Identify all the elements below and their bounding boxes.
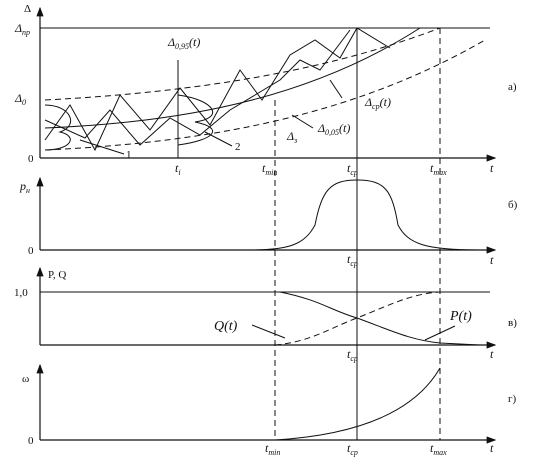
t-label: tср bbox=[347, 441, 358, 457]
subscript: min bbox=[265, 168, 277, 177]
x-axis-label: t bbox=[490, 253, 494, 267]
subscript: min bbox=[268, 448, 280, 457]
threshold-label: Δз bbox=[286, 129, 297, 145]
marker-label: 1 bbox=[126, 149, 132, 161]
origin: 0 bbox=[28, 245, 34, 257]
argument: (t) bbox=[339, 121, 350, 135]
t-label: tmin bbox=[262, 161, 277, 177]
upper-curve-label: Δ0,95(t) bbox=[167, 35, 200, 51]
symbol: Δ bbox=[286, 129, 294, 143]
subscript: пр bbox=[22, 28, 30, 37]
subscript: 0,95 bbox=[175, 42, 189, 51]
panel-label: а) bbox=[508, 81, 517, 93]
subscript: i bbox=[178, 168, 180, 177]
panel-v: P, Q 1,0 Q(t) P(t) tср t в) bbox=[14, 266, 517, 363]
origin: 0 bbox=[28, 153, 34, 165]
symbol: Δ bbox=[14, 91, 22, 105]
panel-g: ω 0 tmin tср tmax t г) bbox=[22, 363, 517, 457]
symbol: t bbox=[347, 441, 351, 455]
t-label: tср bbox=[347, 347, 358, 363]
argument: (t) bbox=[380, 95, 391, 109]
symbol: t bbox=[430, 441, 434, 455]
t-label: tср bbox=[347, 161, 358, 177]
t-label: tmax bbox=[430, 161, 447, 177]
symbol: р bbox=[19, 179, 26, 193]
subscript: ср bbox=[350, 168, 358, 177]
t-label: tmin bbox=[265, 441, 280, 457]
y-axis-label: рн bbox=[19, 179, 30, 195]
subscript: ср bbox=[350, 259, 358, 268]
symbol: Δ bbox=[167, 35, 175, 49]
symbol: t bbox=[262, 161, 266, 175]
subscript: ср bbox=[350, 354, 358, 363]
lower-curve-label: Δ0,05(t) bbox=[317, 121, 350, 137]
panel-label: в) bbox=[508, 317, 517, 329]
panel-label: г) bbox=[508, 393, 517, 405]
t-label: tср bbox=[347, 252, 358, 268]
symbol: Δ bbox=[317, 121, 325, 135]
symbol: Δ bbox=[364, 95, 372, 109]
y-axis-label: ω bbox=[22, 373, 29, 385]
subscript: max bbox=[433, 448, 447, 457]
mean-curve-label: Δср(t) bbox=[364, 95, 391, 111]
symbol: t bbox=[430, 161, 434, 175]
x-axis-label: t bbox=[490, 441, 494, 455]
tick-label: 1,0 bbox=[14, 287, 28, 299]
x-axis-label: t bbox=[490, 161, 494, 175]
subscript: н bbox=[26, 186, 30, 195]
p-label: P(t) bbox=[449, 309, 472, 324]
symbol: t bbox=[347, 161, 351, 175]
panel-b: рн 0 tср t б) bbox=[19, 176, 518, 268]
x-axis-label: t bbox=[490, 347, 494, 361]
symbol: t bbox=[265, 441, 269, 455]
y-axis-label: P, Q bbox=[48, 269, 66, 281]
subscript: з bbox=[293, 136, 297, 145]
symbol: t bbox=[175, 161, 179, 175]
symbol: Δ bbox=[14, 21, 22, 35]
panel-label: б) bbox=[508, 199, 518, 211]
origin: 0 bbox=[28, 435, 34, 447]
subscript: ср bbox=[372, 102, 380, 111]
y-axis-label: Δ bbox=[24, 3, 31, 15]
subscript: ср bbox=[350, 448, 358, 457]
panel-a: Δ Δпр Δ0 0 Δ0,95(t) Δср(t) Δ0,05(t) Δз 1… bbox=[14, 3, 517, 177]
q-label: Q(t) bbox=[214, 319, 238, 334]
initial-label: Δ0 bbox=[14, 91, 26, 107]
argument: (t) bbox=[189, 35, 200, 49]
subscript: 0 bbox=[22, 98, 26, 107]
symbol: t bbox=[347, 252, 351, 266]
t-label: ti bbox=[175, 161, 181, 177]
symbol: t bbox=[347, 347, 351, 361]
marker-label: 2 bbox=[235, 141, 241, 153]
t-label: tmax bbox=[430, 441, 447, 457]
subscript: 0,05 bbox=[325, 128, 339, 137]
limit-label: Δпр bbox=[14, 21, 30, 37]
